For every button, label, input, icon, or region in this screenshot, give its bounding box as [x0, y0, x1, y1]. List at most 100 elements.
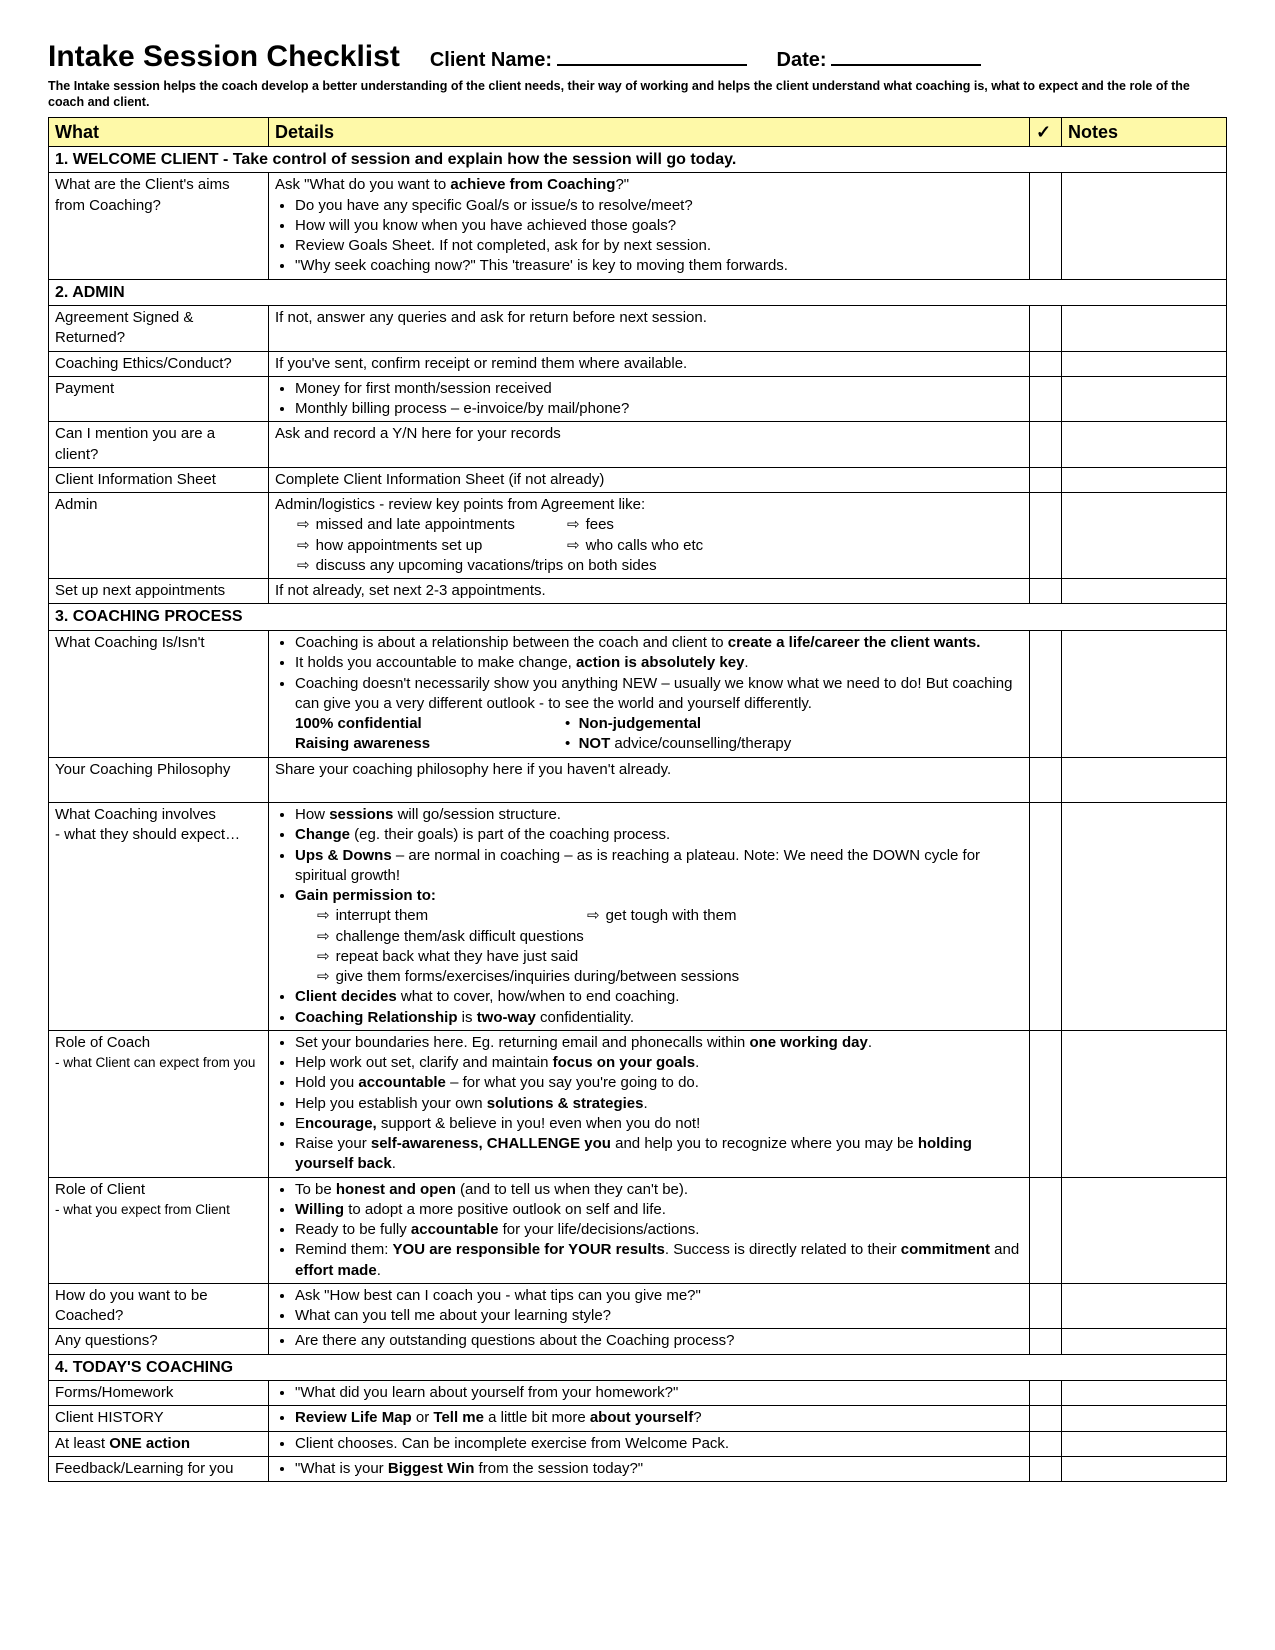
- table-row: Can I mention you are a client? Ask and …: [49, 422, 1227, 468]
- check-cell[interactable]: [1030, 173, 1062, 279]
- table-row: At least ONE action Client chooses. Can …: [49, 1431, 1227, 1456]
- check-cell[interactable]: [1030, 1406, 1062, 1431]
- what-cell: Payment: [49, 376, 269, 422]
- notes-cell[interactable]: [1062, 1406, 1227, 1431]
- details-cell: Client chooses. Can be incomplete exerci…: [269, 1431, 1030, 1456]
- details-cell: Set your boundaries here. Eg. returning …: [269, 1030, 1030, 1177]
- section-3-header: 3. COACHING PROCESS: [49, 604, 1227, 631]
- what-cell: What Coaching involves- what they should…: [49, 803, 269, 1031]
- table-row: Set up next appointments If not already,…: [49, 579, 1227, 604]
- what-cell: At least ONE action: [49, 1431, 269, 1456]
- details-cell: Share your coaching philosophy here if y…: [269, 757, 1030, 803]
- table-row: What Coaching Is/Isn't Coaching is about…: [49, 631, 1227, 758]
- details-cell: Money for first month/session received M…: [269, 376, 1030, 422]
- what-cell: Set up next appointments: [49, 579, 269, 604]
- details-cell: Admin/logistics - review key points from…: [269, 493, 1030, 579]
- notes-cell[interactable]: [1062, 1381, 1227, 1406]
- table-row: Payment Money for first month/session re…: [49, 376, 1227, 422]
- check-cell[interactable]: [1030, 757, 1062, 803]
- what-cell: Your Coaching Philosophy: [49, 757, 269, 803]
- table-row: What are the Client's aims from Coaching…: [49, 173, 1227, 279]
- details-cell: Ask and record a Y/N here for your recor…: [269, 422, 1030, 468]
- check-cell[interactable]: [1030, 422, 1062, 468]
- check-cell[interactable]: [1030, 467, 1062, 492]
- table-row: Your Coaching Philosophy Share your coac…: [49, 757, 1227, 803]
- check-cell[interactable]: [1030, 803, 1062, 1031]
- notes-cell[interactable]: [1062, 173, 1227, 279]
- details-cell: If you've sent, confirm receipt or remin…: [269, 351, 1030, 376]
- what-cell: Client Information Sheet: [49, 467, 269, 492]
- notes-cell[interactable]: [1062, 757, 1227, 803]
- details-cell: If not, answer any queries and ask for r…: [269, 306, 1030, 352]
- table-row: Agreement Signed & Returned? If not, ans…: [49, 306, 1227, 352]
- notes-cell[interactable]: [1062, 1456, 1227, 1481]
- client-name-field: Client Name:: [430, 48, 747, 72]
- date-field: Date:: [777, 48, 981, 72]
- notes-cell[interactable]: [1062, 803, 1227, 1031]
- details-cell: Complete Client Information Sheet (if no…: [269, 467, 1030, 492]
- notes-cell[interactable]: [1062, 376, 1227, 422]
- client-name-blank[interactable]: [557, 48, 747, 66]
- table-row: Role of Coach- what Client can expect fr…: [49, 1030, 1227, 1177]
- date-blank[interactable]: [831, 48, 981, 66]
- check-cell[interactable]: [1030, 351, 1062, 376]
- details-cell: Review Life Map or Tell me a little bit …: [269, 1406, 1030, 1431]
- col-notes: Notes: [1062, 117, 1227, 146]
- table-row: Forms/Homework "What did you learn about…: [49, 1381, 1227, 1406]
- table-row: Any questions? Are there any outstanding…: [49, 1329, 1227, 1354]
- check-cell[interactable]: [1030, 306, 1062, 352]
- notes-cell[interactable]: [1062, 422, 1227, 468]
- notes-cell[interactable]: [1062, 1329, 1227, 1354]
- details-cell: "What is your Biggest Win from the sessi…: [269, 1456, 1030, 1481]
- notes-cell[interactable]: [1062, 351, 1227, 376]
- checklist-table: What Details ✓ Notes 1. WELCOME CLIENT -…: [48, 117, 1227, 1483]
- check-cell[interactable]: [1030, 1030, 1062, 1177]
- check-cell[interactable]: [1030, 1329, 1062, 1354]
- notes-cell[interactable]: [1062, 306, 1227, 352]
- what-cell: What Coaching Is/Isn't: [49, 631, 269, 758]
- check-cell[interactable]: [1030, 493, 1062, 579]
- check-cell[interactable]: [1030, 579, 1062, 604]
- table-row: How do you want to be Coached? Ask "How …: [49, 1283, 1227, 1329]
- check-cell[interactable]: [1030, 1381, 1062, 1406]
- what-cell: What are the Client's aims from Coaching…: [49, 173, 269, 279]
- table-row: Role of Client- what you expect from Cli…: [49, 1177, 1227, 1283]
- table-row: Client Information Sheet Complete Client…: [49, 467, 1227, 492]
- check-cell[interactable]: [1030, 1283, 1062, 1329]
- details-cell: Coaching is about a relationship between…: [269, 631, 1030, 758]
- check-cell[interactable]: [1030, 376, 1062, 422]
- what-cell: Role of Coach- what Client can expect fr…: [49, 1030, 269, 1177]
- table-row: Feedback/Learning for you "What is your …: [49, 1456, 1227, 1481]
- table-row: What Coaching involves- what they should…: [49, 803, 1227, 1031]
- what-cell: Can I mention you are a client?: [49, 422, 269, 468]
- details-cell: Are there any outstanding questions abou…: [269, 1329, 1030, 1354]
- what-cell: Any questions?: [49, 1329, 269, 1354]
- check-cell[interactable]: [1030, 1431, 1062, 1456]
- what-cell: Feedback/Learning for you: [49, 1456, 269, 1481]
- what-cell: Client HISTORY: [49, 1406, 269, 1431]
- table-row: Client HISTORY Review Life Map or Tell m…: [49, 1406, 1227, 1431]
- notes-cell[interactable]: [1062, 1283, 1227, 1329]
- details-cell: Ask "What do you want to achieve from Co…: [269, 173, 1030, 279]
- section-1-header: 1. WELCOME CLIENT - Take control of sess…: [49, 146, 1227, 173]
- notes-cell[interactable]: [1062, 467, 1227, 492]
- notes-cell[interactable]: [1062, 493, 1227, 579]
- section-2-header: 2. ADMIN: [49, 279, 1227, 306]
- notes-cell[interactable]: [1062, 1177, 1227, 1283]
- check-cell[interactable]: [1030, 1456, 1062, 1481]
- header: Intake Session Checklist Client Name: Da…: [48, 40, 1227, 74]
- what-cell: Role of Client- what you expect from Cli…: [49, 1177, 269, 1283]
- notes-cell[interactable]: [1062, 631, 1227, 758]
- details-cell: "What did you learn about yourself from …: [269, 1381, 1030, 1406]
- notes-cell[interactable]: [1062, 1030, 1227, 1177]
- check-cell[interactable]: [1030, 631, 1062, 758]
- notes-cell[interactable]: [1062, 1431, 1227, 1456]
- section-4-header: 4. TODAY'S COACHING: [49, 1354, 1227, 1381]
- col-what: What: [49, 117, 269, 146]
- details-cell: To be honest and open (and to tell us wh…: [269, 1177, 1030, 1283]
- details-cell: If not already, set next 2-3 appointment…: [269, 579, 1030, 604]
- intro-text: The Intake session helps the coach devel…: [48, 78, 1227, 111]
- what-cell: How do you want to be Coached?: [49, 1283, 269, 1329]
- notes-cell[interactable]: [1062, 579, 1227, 604]
- check-cell[interactable]: [1030, 1177, 1062, 1283]
